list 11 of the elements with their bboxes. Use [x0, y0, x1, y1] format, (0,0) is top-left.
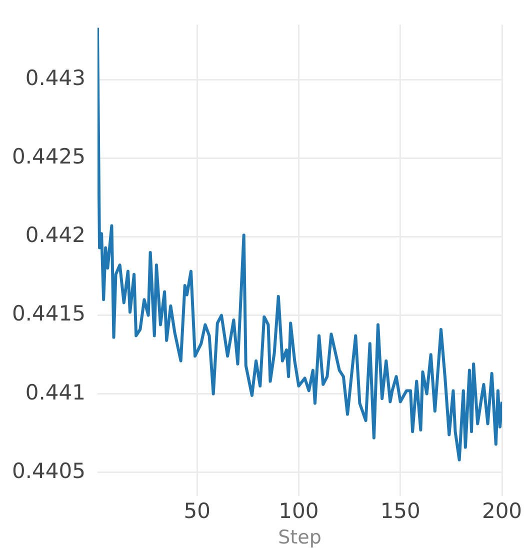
x-tick-label: 200 [482, 499, 522, 524]
x-tick-label: 150 [380, 499, 420, 524]
y-tick-label: 0.4415 [12, 302, 86, 326]
x-axis-title: Step [278, 526, 322, 549]
x-tick-label: 100 [278, 499, 319, 524]
x-tick-label: 50 [184, 499, 210, 524]
y-tick-label: 0.4405 [12, 458, 86, 483]
y-tick-label: 0.442 [25, 223, 86, 248]
y-tick-label: 0.443 [25, 66, 86, 90]
y-tick-label: 0.4425 [12, 144, 86, 169]
y-tick-label: 0.441 [25, 380, 86, 404]
